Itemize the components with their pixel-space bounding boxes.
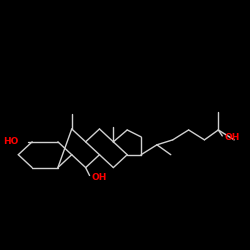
Text: OH: OH (224, 133, 240, 142)
Text: OH: OH (92, 173, 107, 182)
Text: HO: HO (3, 137, 18, 146)
